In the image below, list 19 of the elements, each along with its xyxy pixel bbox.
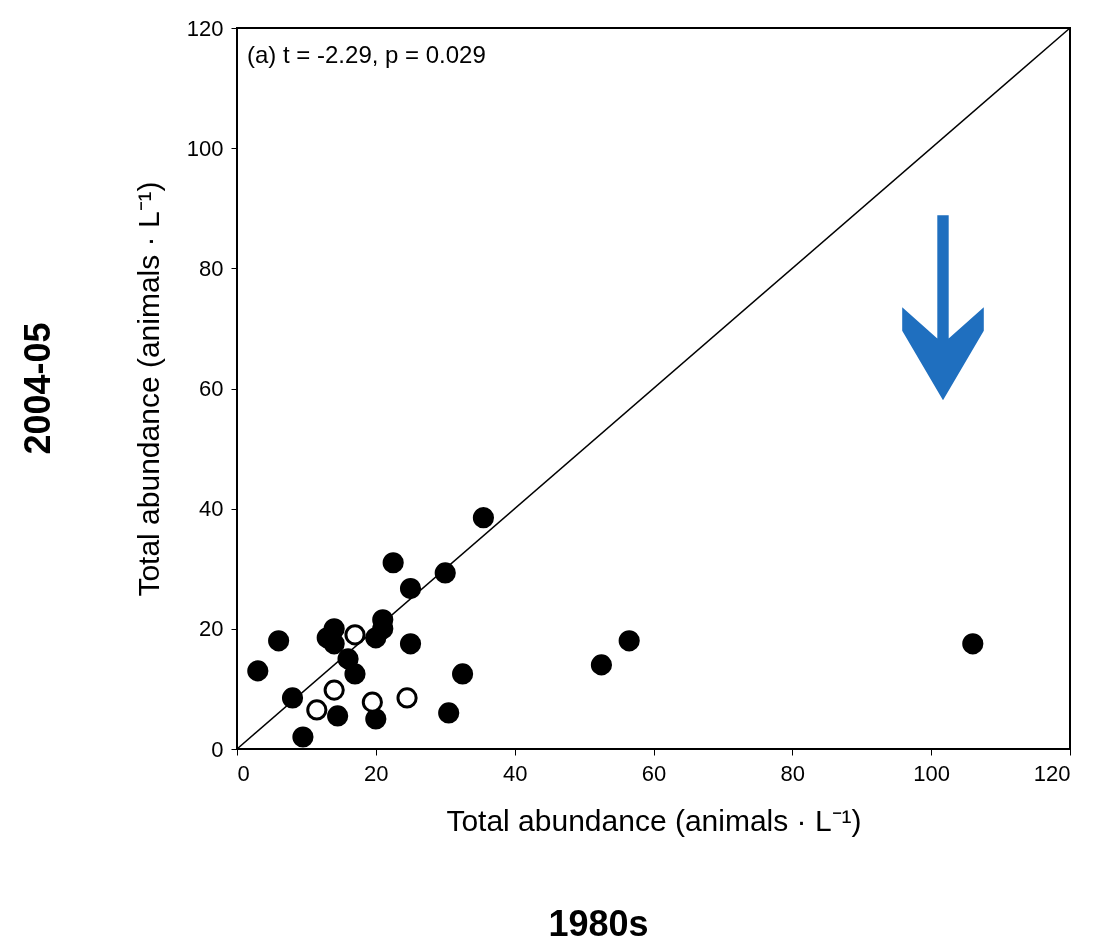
x-tick-label: 100 (913, 760, 951, 786)
y-axis-title: Total abundance (animals · L⁻¹) (131, 181, 165, 597)
y-tick-label: 60 (199, 376, 224, 401)
x-tick-label: 40 (502, 760, 528, 786)
y-tick-label: 120 (186, 15, 224, 41)
text: 2004-05 (17, 322, 58, 455)
x-tick-label: 80 (780, 760, 806, 786)
x-tick-label: 0 (237, 760, 250, 786)
y-tick-label: 20 (199, 616, 224, 642)
y-tick-label: 40 (199, 496, 224, 522)
x-tick-label: 120 (1033, 760, 1071, 786)
y-tick-label: 100 (186, 135, 224, 161)
x-axis-title: Total abundance (animals · L⁻¹) (446, 803, 862, 837)
x-tick-label: 20 (364, 760, 389, 786)
x-tick-label: 60 (641, 760, 667, 786)
annotation: (a) t = -2.29, p = 0.029 (247, 41, 486, 68)
y-tick-label: 0 (211, 736, 224, 762)
y-tick-label: 80 (199, 255, 224, 281)
text: 1980s (548, 903, 649, 943)
